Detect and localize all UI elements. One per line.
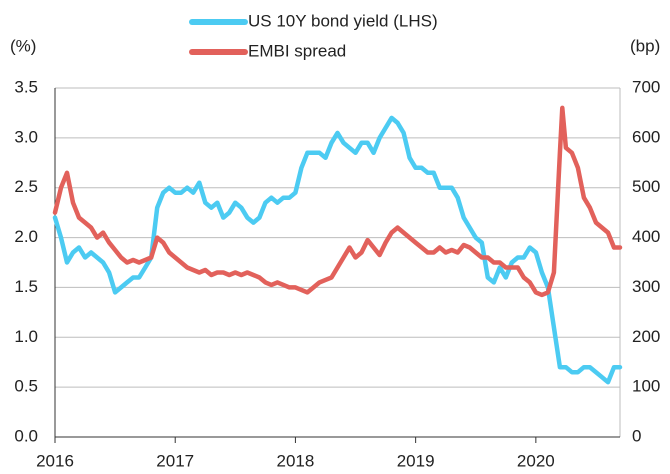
y2-tick-label: 200	[632, 327, 660, 346]
y-tick-label: 2.0	[14, 227, 38, 246]
x-tick-label: 2017	[156, 451, 194, 470]
y-tick-label: 3.5	[14, 77, 38, 96]
legend-label: US 10Y bond yield (LHS)	[248, 11, 438, 30]
x-tick-label: 2016	[36, 451, 74, 470]
line-series	[52, 105, 623, 298]
y-axis-label: (%)	[10, 36, 36, 55]
legend-label: EMBI spread	[248, 41, 346, 60]
y-tick-label: 0.0	[14, 426, 38, 445]
y-tick-label: 3.0	[14, 127, 38, 146]
x-tick-label: 2018	[277, 451, 315, 470]
y2-axis-label: (bp)	[630, 36, 660, 55]
y-tick-label: 1.5	[14, 277, 38, 296]
y2-tick-label: 500	[632, 177, 660, 196]
x-tick-label: 2020	[517, 451, 555, 470]
y2-tick-label: 600	[632, 127, 660, 146]
line-series	[52, 115, 623, 385]
y2-tick-label: 0	[632, 426, 641, 445]
y-tick-label: 2.5	[14, 177, 38, 196]
y2-tick-label: 300	[632, 277, 660, 296]
y-tick-label: 0.5	[14, 377, 38, 396]
x-tick-label: 2019	[397, 451, 435, 470]
y2-tick-label: 100	[632, 377, 660, 396]
y-tick-label: 1.0	[14, 327, 38, 346]
y2-tick-label: 700	[632, 77, 660, 96]
y2-tick-label: 400	[632, 227, 660, 246]
